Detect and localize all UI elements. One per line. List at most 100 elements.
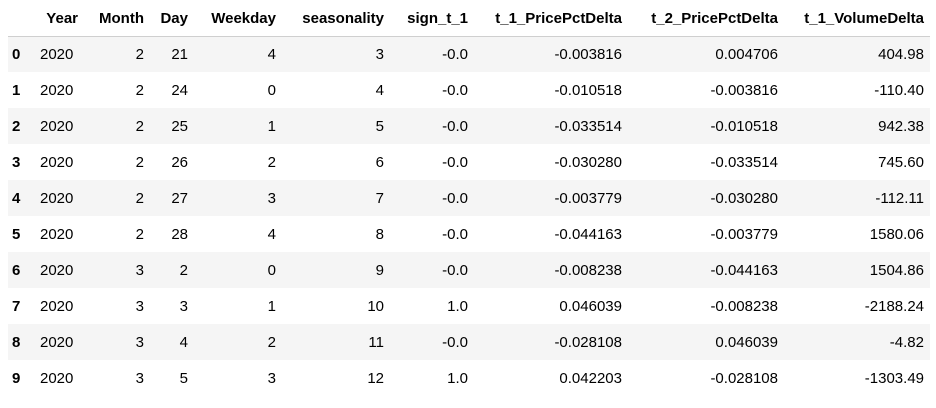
column-header-weekday: Weekday (194, 2, 282, 37)
cell-t-1-price-pct-delta: -0.010518 (554, 81, 622, 99)
cell-t-2-price-pct-delta: -0.033514 (710, 153, 778, 171)
cell-year: 2020 (40, 153, 74, 171)
column-header-sign-t-1: sign_t_1 (390, 2, 474, 37)
cell-sign-t-1: -0.0 (442, 225, 468, 243)
table-row: 4 2020 2 27 3 7 -0.0 -0.003779 -0.030280 -112.11 (8, 180, 930, 216)
row-index: 3 (12, 153, 21, 171)
cell-month: 2 (135, 117, 144, 135)
cell-seasonality: 4 (375, 81, 384, 99)
row-index: 2 (12, 117, 21, 135)
cell-t-2-price-pct-delta: 0.004706 (715, 45, 778, 63)
cell-t-2-price-pct-delta: -0.030280 (710, 189, 778, 207)
cell-t-1-volume-delta: 745.60 (878, 153, 924, 171)
cell-weekday: 3 (267, 369, 276, 387)
column-header-month: Month (84, 2, 150, 37)
cell-day: 27 (171, 189, 188, 207)
cell-t-1-volume-delta: -4.82 (889, 333, 924, 351)
cell-t-1-price-pct-delta: -0.044163 (554, 225, 622, 243)
table-row: 9 2020 3 5 3 12 1.0 0.042203 -0.028108 -1303.49 (8, 360, 930, 396)
cell-day: 5 (179, 369, 188, 387)
cell-seasonality: 7 (375, 189, 384, 207)
cell-day: 2 (179, 261, 188, 279)
cell-t-2-price-pct-delta: -0.010518 (710, 117, 778, 135)
cell-seasonality: 5 (375, 117, 384, 135)
cell-day: 21 (171, 45, 188, 63)
cell-t-2-price-pct-delta: -0.028108 (710, 369, 778, 387)
cell-year: 2020 (40, 45, 74, 63)
cell-weekday: 1 (267, 117, 276, 135)
cell-weekday: 1 (267, 297, 276, 315)
table-row: 2 2020 2 25 1 5 -0.0 -0.033514 -0.010518 942.38 (8, 108, 930, 144)
cell-month: 3 (135, 261, 144, 279)
table-row: 8 2020 3 4 2 11 -0.0 -0.028108 0.046039 -4.82 (8, 324, 930, 360)
cell-seasonality: 10 (367, 297, 384, 315)
row-index: 9 (12, 369, 21, 387)
cell-sign-t-1: -0.0 (442, 117, 468, 135)
cell-t-2-price-pct-delta: 0.046039 (715, 333, 778, 351)
table-row: 0 2020 2 21 4 3 -0.0 -0.003816 0.004706 404.98 (8, 36, 930, 72)
cell-year: 2020 (40, 333, 74, 351)
cell-weekday: 4 (267, 45, 276, 63)
table-row: 1 2020 2 24 0 4 -0.0 -0.010518 -0.003816 -110.40 (8, 72, 930, 108)
table-body: 0 2020 2 21 4 3 -0.0 -0.003816 0.004706 404.98 1 20… (8, 36, 930, 396)
cell-month: 2 (135, 225, 144, 243)
cell-sign-t-1: -0.0 (442, 189, 468, 207)
column-header-year: Year (34, 2, 84, 37)
cell-t-1-price-pct-delta: 0.046039 (559, 297, 622, 315)
cell-day: 24 (171, 81, 188, 99)
cell-t-1-volume-delta: 404.98 (878, 45, 924, 63)
cell-year: 2020 (40, 225, 74, 243)
cell-t-1-price-pct-delta: -0.028108 (554, 333, 622, 351)
cell-day: 28 (171, 225, 188, 243)
cell-t-2-price-pct-delta: -0.003779 (710, 225, 778, 243)
cell-t-1-volume-delta: 942.38 (878, 117, 924, 135)
cell-weekday: 0 (267, 81, 276, 99)
cell-month: 2 (135, 81, 144, 99)
table-header: Year Month Day Weekday seasonality sign_… (8, 2, 930, 37)
cell-t-1-price-pct-delta: -0.008238 (554, 261, 622, 279)
cell-year: 2020 (40, 297, 74, 315)
cell-day: 3 (179, 297, 188, 315)
header-row: Year Month Day Weekday seasonality sign_… (8, 2, 930, 37)
cell-weekday: 0 (267, 261, 276, 279)
cell-t-1-volume-delta: 1504.86 (869, 261, 924, 279)
cell-year: 2020 (40, 261, 74, 279)
cell-month: 2 (135, 45, 144, 63)
column-header-t-1-volume-delta: t_1_VolumeDelta (784, 2, 930, 37)
cell-month: 2 (135, 189, 144, 207)
table-row: 3 2020 2 26 2 6 -0.0 -0.030280 -0.033514 745.60 (8, 144, 930, 180)
cell-month: 3 (135, 369, 144, 387)
cell-t-2-price-pct-delta: -0.008238 (710, 297, 778, 315)
cell-seasonality: 3 (375, 45, 384, 63)
cell-t-2-price-pct-delta: -0.003816 (710, 81, 778, 99)
column-header-t-1-price-pct-delta: t_1_PricePctDelta (474, 2, 628, 37)
cell-year: 2020 (40, 189, 74, 207)
column-header-seasonality: seasonality (282, 2, 390, 37)
cell-month: 3 (135, 333, 144, 351)
cell-t-1-price-pct-delta: -0.030280 (554, 153, 622, 171)
cell-t-1-price-pct-delta: -0.003816 (554, 45, 622, 63)
column-header-day: Day (150, 2, 194, 37)
cell-month: 3 (135, 297, 144, 315)
cell-sign-t-1: -0.0 (442, 81, 468, 99)
cell-seasonality: 6 (375, 153, 384, 171)
cell-day: 25 (171, 117, 188, 135)
cell-seasonality: 11 (368, 333, 384, 351)
row-index: 1 (12, 81, 21, 99)
row-index: 4 (12, 189, 21, 207)
cell-seasonality: 9 (375, 261, 384, 279)
column-header-t-2-price-pct-delta: t_2_PricePctDelta (628, 2, 784, 37)
cell-weekday: 3 (267, 189, 276, 207)
cell-weekday: 2 (267, 153, 276, 171)
dataframe-table: Year Month Day Weekday seasonality sign_… (8, 2, 930, 396)
cell-sign-t-1: -0.0 (442, 153, 468, 171)
cell-sign-t-1: -0.0 (442, 333, 468, 351)
cell-t-1-price-pct-delta: 0.042203 (559, 369, 622, 387)
cell-t-1-volume-delta: -2188.24 (864, 297, 924, 315)
row-index: 0 (12, 45, 21, 63)
cell-sign-t-1: -0.0 (442, 261, 468, 279)
cell-t-1-volume-delta: -110.40 (874, 81, 924, 99)
row-index: 8 (12, 333, 21, 351)
cell-year: 2020 (40, 117, 74, 135)
